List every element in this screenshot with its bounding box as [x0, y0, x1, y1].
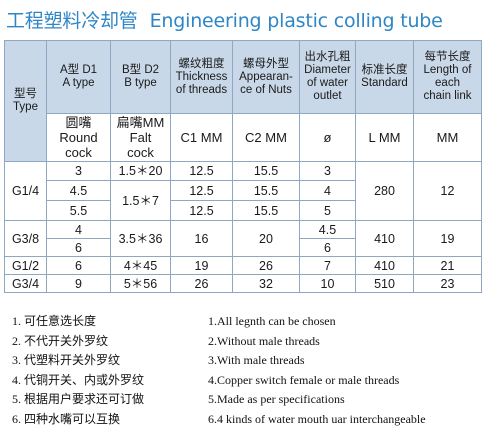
- unit-standard: L MM: [355, 113, 414, 162]
- table-row: G3/4 9 5＊56 26 32 10 510 23: [4, 274, 482, 293]
- unit-row: 圆嘴 Round cock 扁嘴MM Falt cock C1 MM C2 MM ø L…: [5, 113, 482, 162]
- header-thread-thickness: 螺纹粗度 Thickness of threads: [170, 40, 233, 114]
- nut-cell: 15.5: [232, 200, 300, 221]
- note-item: 5.Made as per specifications: [208, 392, 345, 406]
- note-item: 6. 四种水嘴可以互换: [12, 411, 121, 426]
- thread-cell: 12.5: [170, 200, 233, 221]
- unit-a: 圆嘴 Round cock: [46, 113, 111, 162]
- notes-chinese: 1. 可任意选长度 2. 不代开关外罗纹 3. 代塑料开关外罗纹 4. 代铜开关…: [12, 312, 202, 429]
- a-cell: 5.5: [46, 200, 111, 221]
- unit-outlet: ø: [299, 113, 356, 162]
- nut-cell: 20: [232, 220, 300, 257]
- standard-cell: 280: [355, 161, 414, 221]
- a-cell: 6: [46, 238, 111, 257]
- header-nut-appearance: 螺母外型 Appearan-ce of Nuts: [232, 40, 300, 114]
- standard-cell: 510: [355, 274, 414, 293]
- type-cell: G3/8: [4, 220, 47, 257]
- spec-table: 型号 Type A型 D1 A type B型 D2 B type 螺纹粗度 Thic…: [4, 40, 482, 293]
- note-item: 3.With male threads: [208, 353, 305, 367]
- note-item: 1. 可任意选长度: [12, 314, 97, 328]
- outlet-cell: 4: [299, 180, 356, 201]
- thread-cell: 19: [170, 256, 233, 275]
- outlet-cell: 10: [299, 274, 356, 293]
- notes-english: 1.All legnth can be chosen 2.Without mal…: [208, 312, 483, 429]
- table-row: G3/8 4 3.5＊36 16 20 4.5 410 19: [4, 220, 482, 257]
- page-title: 工程塑料冷却管 Engineering plastic colling tube: [6, 6, 443, 34]
- table-row: 6 6: [5, 238, 482, 257]
- chain-cell: 21: [413, 256, 482, 275]
- a-cell: 6: [46, 256, 111, 275]
- header-b-type: B型 D2 B type: [110, 40, 171, 114]
- header-outlet-diameter: 出水孔粗 Diameter of water outlet: [299, 40, 356, 114]
- note-item: 4.Copper switch female or male threads: [208, 372, 400, 387]
- a-cell: 4: [46, 220, 111, 239]
- unit-b: 扁嘴MM Falt cock: [110, 113, 171, 162]
- type-cell: G1/2: [4, 256, 47, 275]
- table-row: 5.5 12.5 15.5 5: [5, 200, 482, 221]
- unit-nut: C2 MM: [232, 113, 300, 162]
- title-chinese: 工程塑料冷却管: [6, 10, 138, 32]
- unit-chain: MM: [413, 113, 482, 162]
- a-cell: 3: [46, 161, 111, 181]
- table-row: 4.5 1.5＊7 12.5 15.5 4: [5, 180, 482, 221]
- note-item: 6.4 kinds of water mouth uar interchange…: [208, 411, 426, 426]
- nut-cell: 15.5: [232, 180, 300, 201]
- note-item: 2.Without male threads: [208, 333, 320, 348]
- type-cell: G1/4: [4, 161, 47, 221]
- thread-cell: 26: [170, 274, 233, 293]
- b-cell: 3.5＊36: [110, 220, 171, 257]
- outlet-cell: 5: [299, 200, 356, 221]
- outlet-cell: 3: [299, 161, 356, 181]
- header-row: 型号 Type A型 D1 A type B型 D2 B type 螺纹粗度 Thic…: [4, 40, 482, 162]
- chain-cell: 19: [413, 220, 482, 257]
- header-type: 型号 Type: [4, 40, 47, 162]
- note-item: 5. 根据用户要求还可订做: [12, 392, 145, 406]
- type-cell: G3/4: [4, 274, 47, 293]
- b-cell: 5＊56: [110, 274, 171, 293]
- standard-cell: 410: [355, 220, 414, 257]
- outlet-cell: 4.5: [299, 220, 356, 239]
- nut-cell: 32: [232, 274, 300, 293]
- b-cell: 1.5＊7: [110, 180, 171, 221]
- nut-cell: 26: [232, 256, 300, 275]
- title-english: Engineering plastic colling tube: [149, 10, 443, 32]
- thread-cell: 12.5: [170, 161, 233, 181]
- a-cell: 9: [46, 274, 111, 293]
- b-cell: 1.5＊20: [110, 161, 171, 181]
- outlet-cell: 7: [299, 256, 356, 275]
- chain-cell: 12: [413, 161, 482, 221]
- unit-thread: C1 MM: [170, 113, 233, 162]
- note-item: 3. 代塑料开关外罗纹: [12, 353, 121, 367]
- outlet-cell: 6: [299, 238, 356, 257]
- b-cell: 4＊45: [110, 256, 171, 275]
- table-row: G1/2 6 4＊45 19 26 7 410 21: [4, 256, 482, 275]
- header-a-type: A型 D1 A type: [46, 40, 111, 114]
- header-standard-length: 标准长度 Standard: [355, 40, 414, 114]
- chain-cell: 23: [413, 274, 482, 293]
- table-row: G1/4 3 1.5＊20 12.5 15.5 3 280 12: [4, 161, 482, 221]
- standard-cell: 410: [355, 256, 414, 275]
- note-item: 4. 代铜开关、内或外罗纹: [12, 372, 145, 387]
- nut-cell: 15.5: [232, 161, 300, 181]
- note-item: 1.All legnth can be chosen: [208, 314, 336, 328]
- note-item: 2. 不代开关外罗纹: [12, 333, 109, 348]
- a-cell: 4.5: [46, 180, 111, 201]
- header-chain-length: 每节长度 Length of each chain link: [413, 40, 482, 114]
- thread-cell: 12.5: [170, 180, 233, 201]
- thread-cell: 16: [170, 220, 233, 257]
